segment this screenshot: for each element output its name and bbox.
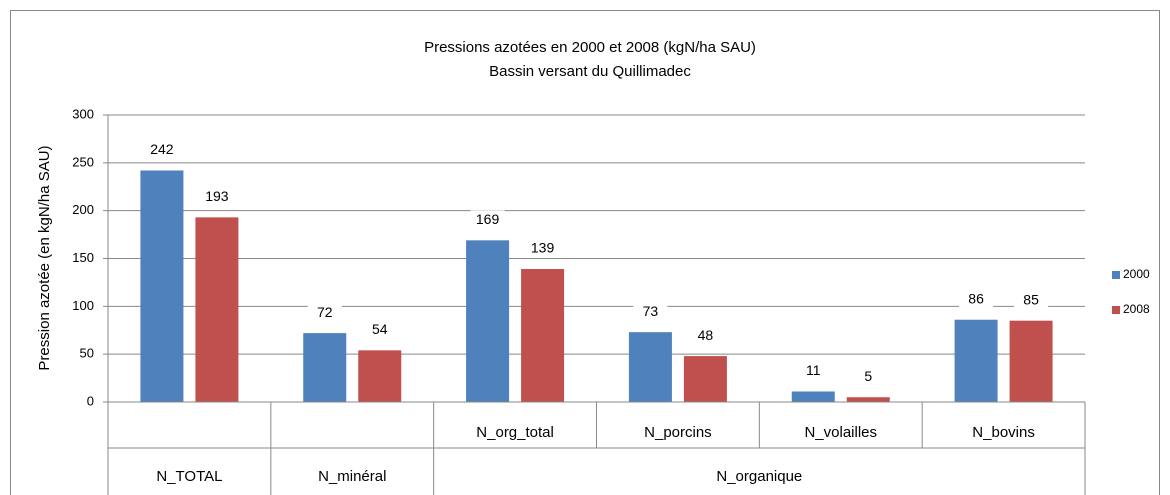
value-label-bg (362, 320, 397, 339)
bar (195, 217, 239, 402)
value-label: 86 (968, 290, 984, 306)
value-label-bg (851, 367, 886, 386)
bar (521, 269, 565, 402)
value-label-bg (959, 289, 994, 308)
group-label: N_minéral (318, 468, 386, 485)
bar (1009, 320, 1053, 402)
value-label: 54 (372, 321, 388, 337)
value-label-bg (144, 140, 179, 159)
bar (303, 333, 347, 402)
value-label-bg (199, 187, 234, 206)
value-label: 72 (317, 304, 333, 320)
value-label: 48 (698, 327, 714, 343)
x-tick-label: N_org_total (476, 424, 554, 441)
value-label: 85 (1023, 291, 1039, 307)
value-label: 169 (476, 211, 500, 227)
y-tick-label: 100 (72, 298, 94, 313)
bar (954, 319, 998, 402)
y-tick-label: 150 (72, 250, 94, 265)
x-tick-label: N_porcins (644, 424, 712, 441)
value-label-bg (307, 303, 342, 322)
bar (791, 391, 835, 402)
group-label: N_TOTAL (156, 468, 222, 485)
value-label-bg (525, 239, 560, 258)
bar (358, 350, 402, 402)
value-label-bg (688, 326, 723, 345)
legend-label: 2000 (1123, 267, 1150, 281)
bar (466, 240, 510, 402)
y-tick-label: 50 (80, 346, 94, 361)
y-tick-label: 200 (72, 202, 94, 217)
group-label: N_organique (716, 468, 802, 485)
y-axis-title: Pression azotée (en kgN/ha SAU) (36, 145, 53, 370)
value-label: 242 (150, 141, 174, 157)
value-label-bg (796, 361, 831, 380)
x-tick-label: N_volailles (804, 424, 877, 441)
value-label-bg (470, 210, 505, 229)
bar (683, 356, 727, 402)
y-tick-label: 0 (87, 393, 94, 408)
bar (140, 170, 184, 402)
legend-swatch (1112, 306, 1120, 314)
legend-label: 2008 (1123, 302, 1150, 316)
value-label-bg (1014, 290, 1049, 309)
x-tick-label: N_bovins (972, 424, 1035, 441)
value-label: 11 (806, 362, 821, 378)
chart-title: Pressions azotées en 2000 et 2008 (kgN/h… (424, 39, 756, 56)
chart-subtitle: Bassin versant du Quillimadec (489, 63, 691, 80)
value-label-bg (633, 302, 668, 321)
bar (846, 397, 890, 402)
value-label: 73 (643, 303, 659, 319)
legend-swatch (1112, 271, 1120, 279)
value-label: 139 (531, 240, 555, 256)
value-label: 5 (864, 368, 872, 384)
y-tick-label: 300 (72, 106, 94, 121)
bar (628, 332, 672, 402)
value-label: 193 (205, 188, 229, 204)
y-tick-label: 250 (72, 154, 94, 169)
